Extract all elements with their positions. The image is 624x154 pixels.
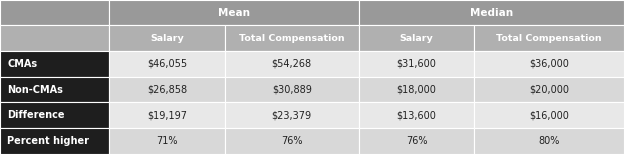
Text: Non-CMAs: Non-CMAs <box>7 85 64 95</box>
Bar <box>0 0 109 25</box>
Bar <box>359 128 474 154</box>
Bar <box>359 77 474 102</box>
Text: $31,600: $31,600 <box>397 59 436 69</box>
Bar <box>109 25 225 51</box>
Text: Total Compensation: Total Compensation <box>496 34 602 43</box>
Text: $16,000: $16,000 <box>529 110 569 120</box>
Text: $18,000: $18,000 <box>397 85 436 95</box>
Text: 76%: 76% <box>281 136 303 146</box>
Text: $20,000: $20,000 <box>529 85 569 95</box>
Bar <box>474 25 624 51</box>
Bar <box>359 0 624 25</box>
Bar <box>474 77 624 102</box>
Text: Median: Median <box>470 8 513 18</box>
Bar <box>359 25 474 51</box>
Text: 71%: 71% <box>156 136 178 146</box>
Text: $19,197: $19,197 <box>147 110 187 120</box>
Bar <box>0 128 109 154</box>
Bar <box>0 102 109 128</box>
Text: $13,600: $13,600 <box>397 110 436 120</box>
Bar <box>109 51 225 77</box>
Bar <box>474 128 624 154</box>
Bar <box>225 102 359 128</box>
Bar <box>359 51 474 77</box>
Text: Total Compensation: Total Compensation <box>239 34 344 43</box>
Text: $46,055: $46,055 <box>147 59 187 69</box>
Text: $36,000: $36,000 <box>529 59 569 69</box>
Text: $30,889: $30,889 <box>272 85 311 95</box>
Text: $26,858: $26,858 <box>147 85 187 95</box>
Text: Salary: Salary <box>399 34 434 43</box>
Bar <box>225 25 359 51</box>
Bar <box>225 77 359 102</box>
Bar <box>225 51 359 77</box>
Bar <box>109 77 225 102</box>
Bar <box>0 25 109 51</box>
Bar <box>0 51 109 77</box>
Bar <box>109 128 225 154</box>
Text: Mean: Mean <box>218 8 250 18</box>
Text: Percent higher: Percent higher <box>7 136 89 146</box>
Text: Salary: Salary <box>150 34 184 43</box>
Bar <box>109 0 359 25</box>
Bar <box>474 51 624 77</box>
Text: $54,268: $54,268 <box>271 59 312 69</box>
Text: Difference: Difference <box>7 110 65 120</box>
Text: 80%: 80% <box>539 136 560 146</box>
Text: 76%: 76% <box>406 136 427 146</box>
Bar <box>359 102 474 128</box>
Bar <box>225 128 359 154</box>
Bar <box>109 102 225 128</box>
Bar <box>474 102 624 128</box>
Text: CMAs: CMAs <box>7 59 37 69</box>
Text: $23,379: $23,379 <box>271 110 312 120</box>
Bar <box>0 77 109 102</box>
